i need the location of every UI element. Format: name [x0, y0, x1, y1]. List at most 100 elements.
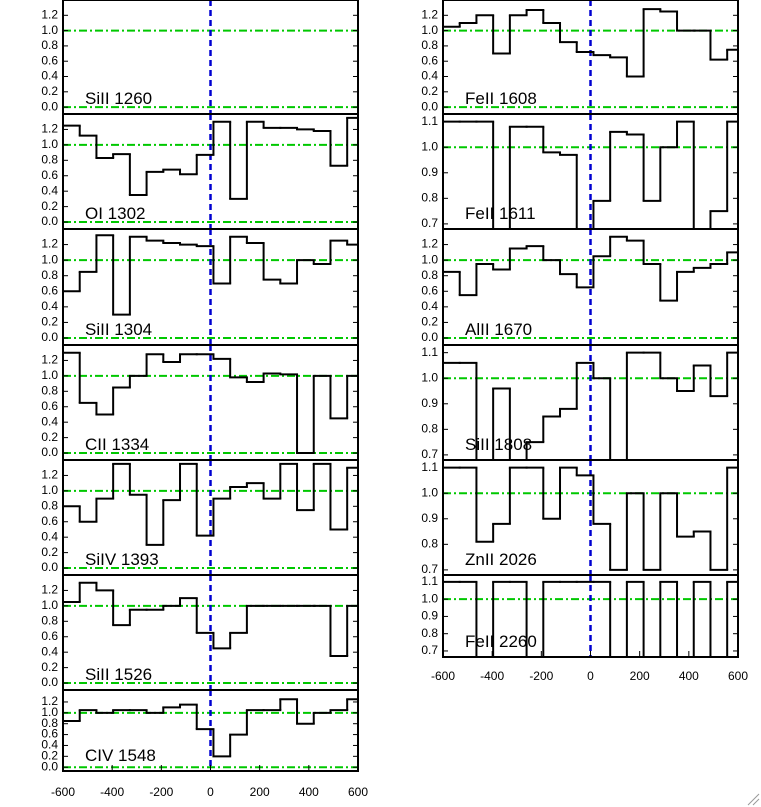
panel: 0.00.2 0.40.6 0.81.01.2 SiII 1526	[41, 574, 359, 691]
panel: 0.7 0.8 0.9 1.0 1.1 SiII 1808	[421, 344, 739, 461]
panel-label: SiII 1260	[85, 89, 152, 108]
panel-label: SiII 1808	[465, 435, 532, 454]
y-tick-label: 0.8	[41, 152, 58, 166]
y-tick-label: 0.2	[421, 315, 438, 329]
panel: 0.00.2 0.4 0.60.8 1.01.2 AlII 1670	[421, 228, 739, 346]
plot-area	[443, 460, 738, 575]
y-tick-label: 0.4	[41, 183, 58, 197]
y-tick-label: 0.0	[41, 759, 58, 773]
panel: 0.00.2 0.4 0.60.8 1.01.2 SiII 1304	[41, 228, 359, 346]
y-tick-label: 0.0	[41, 445, 58, 459]
plot-area	[443, 0, 738, 114]
x-tick-label: -200	[149, 785, 173, 799]
y-tick-label: 1.2	[421, 7, 438, 21]
plot-area	[63, 460, 358, 575]
panel-label: FeII 1611	[465, 204, 536, 223]
panel-label: FeII 1608	[465, 89, 537, 108]
y-tick-label: 0.4	[41, 644, 58, 658]
y-tick-label: 0.9	[421, 511, 438, 525]
plot-area	[443, 345, 738, 460]
x-tick-label: -600	[431, 669, 455, 683]
y-tick-label: 0.8	[421, 537, 438, 551]
y-tick-label: 0.4	[41, 529, 58, 543]
x-tick-label: 600	[348, 785, 368, 799]
y-tick-label: 0.0	[421, 330, 438, 344]
y-tick-label: 0.0	[421, 99, 438, 113]
y-tick-label: 1.2	[41, 7, 58, 21]
y-tick-label: 0.6	[41, 283, 58, 297]
y-tick-label: 0.4	[41, 414, 58, 428]
y-tick-label: 1.1	[421, 460, 438, 474]
y-tick-label: 1.1	[421, 574, 438, 588]
x-tick-label: -600	[51, 785, 75, 799]
y-tick-label: 0.4	[421, 299, 438, 313]
y-tick-label: 0.2	[421, 84, 438, 98]
panel-frame	[442, 574, 739, 658]
y-tick-label: 0.7	[421, 216, 438, 230]
plot-area	[63, 575, 358, 690]
plot-area	[63, 114, 358, 229]
y-tick-label: 1.0	[421, 370, 438, 384]
y-tick-label: 0.9	[421, 609, 438, 623]
panel: 0.7 0.8 0.9 1.0 1.1 FeII 1611	[421, 113, 739, 230]
y-tick-label: 1.2	[41, 468, 58, 482]
x-tick-label: 600	[728, 669, 748, 683]
y-tick-label: 0.6	[421, 53, 438, 67]
panel-frame	[62, 689, 359, 772]
y-tick-label: 0.6	[41, 168, 58, 182]
y-tick-label: 1.0	[41, 23, 58, 37]
y-tick-label: 0.0	[41, 330, 58, 344]
y-tick-label: 0.6	[421, 283, 438, 297]
y-tick-label: 0.8	[41, 498, 58, 512]
panel-label: CIV 1548	[85, 746, 156, 765]
y-tick-label: 1.0	[421, 139, 438, 153]
y-tick-label: 1.0	[41, 705, 58, 719]
y-tick-label: 0.8	[421, 191, 438, 205]
y-tick-label: 0.2	[41, 748, 58, 762]
panel: 0.00.2 0.40.6 0.81.01.2 SiIV 1393	[41, 459, 359, 576]
y-tick-label: 0.7	[421, 643, 438, 657]
x-tick-label: -400	[480, 669, 504, 683]
y-tick-label: 1.0	[421, 591, 438, 605]
y-tick-label: 0.8	[41, 38, 58, 52]
y-tick-label: 0.7	[421, 447, 438, 461]
panel-label: FeII 2260	[465, 632, 537, 651]
plot-area	[63, 345, 358, 460]
y-tick-label: 0.2	[41, 199, 58, 213]
y-tick-label: 0.2	[41, 430, 58, 444]
panel: 0.00.20.40.60.81.01.2 -600 -400 -200 0 200 400…	[41, 689, 368, 799]
y-tick-label: 0.4	[41, 299, 58, 313]
x-tick-label: 400	[299, 785, 319, 799]
x-tick-label: 0	[207, 785, 214, 799]
y-tick-label: 0.8	[41, 268, 58, 282]
y-tick-label: 1.0	[41, 598, 58, 612]
y-tick-label: 0.8	[41, 716, 58, 730]
y-tick-label: 0.6	[41, 629, 58, 643]
y-tick-label: 0.4	[41, 69, 58, 83]
y-tick-label: 1.2	[41, 122, 58, 136]
y-tick-label: 0.0	[41, 675, 58, 689]
panel: 0.7 0.8 0.9 1.0 1.1 -600 -400 -200 0 200 400 600 FeI…	[421, 574, 748, 683]
panel-label: SiII 1526	[85, 665, 152, 684]
y-tick-label: 1.2	[41, 583, 58, 597]
y-tick-label: 1.0	[41, 483, 58, 497]
y-tick-label: 0.6	[41, 514, 58, 528]
x-tick-label: 200	[250, 785, 270, 799]
y-tick-label: 1.0	[421, 485, 438, 499]
y-tick-label: 0.6	[41, 727, 58, 741]
panel-label: CII 1334	[85, 435, 149, 454]
y-tick-label: 0.0	[41, 560, 58, 574]
y-tick-label: 0.0	[41, 214, 58, 228]
y-tick-label: 0.6	[41, 53, 58, 67]
y-tick-label: 1.2	[41, 353, 58, 367]
plot-area	[63, 229, 358, 345]
y-tick-label: 1.2	[421, 237, 438, 251]
x-tick-label: 200	[630, 669, 650, 683]
y-tick-label: 1.0	[421, 252, 438, 266]
plot-area	[63, 0, 358, 114]
y-tick-label: 0.2	[41, 315, 58, 329]
y-tick-label: 0.8	[41, 613, 58, 627]
panel: 0.00.2 0.40.6 0.81.01.2 CII 1334	[41, 344, 359, 461]
y-tick-label: 0.2	[41, 84, 58, 98]
